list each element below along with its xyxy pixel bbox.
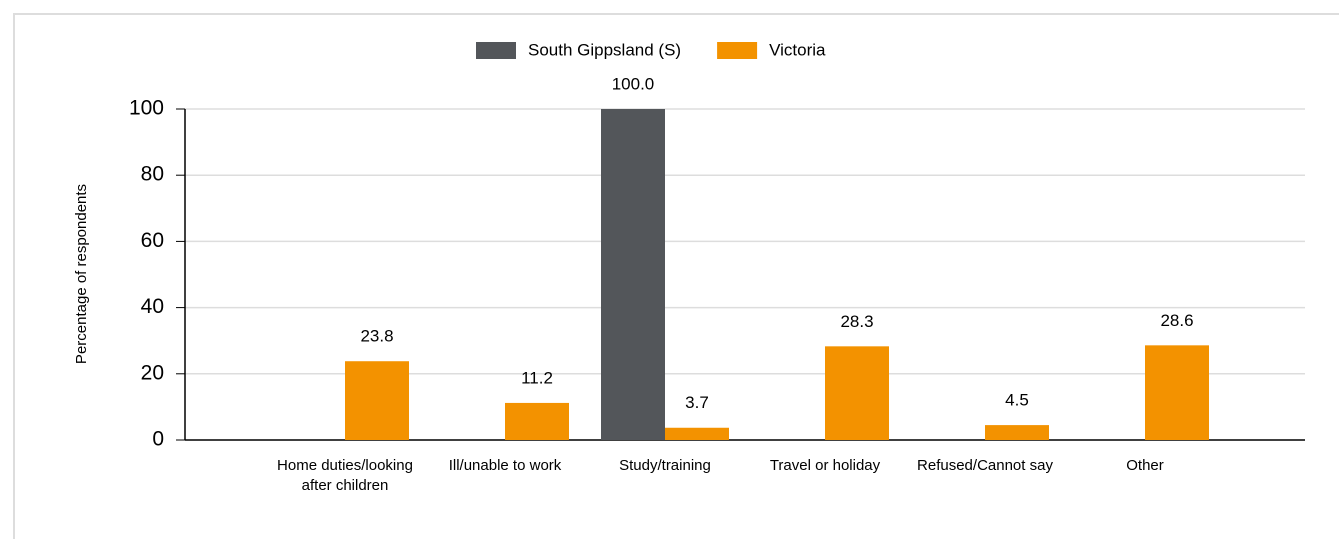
data-label: 100.0: [612, 74, 655, 93]
data-label: 28.6: [1160, 311, 1193, 330]
x-tick-label: Other: [1126, 457, 1164, 474]
x-tick-label: Ill/unable to work: [448, 457, 562, 474]
x-tick-label: Travel or holiday: [769, 457, 881, 474]
bar: [665, 427, 729, 440]
x-tick-label: Home duties/looking after children: [277, 457, 413, 494]
bar: [1145, 345, 1209, 440]
data-label: 4.5: [1005, 391, 1029, 410]
y-tick-label: 60: [141, 229, 164, 252]
x-tick-label: Refused/Cannot say: [917, 457, 1053, 474]
bar: [601, 109, 665, 440]
legend-swatch: [717, 42, 758, 59]
bar: [985, 425, 1049, 440]
data-label: 23.8: [360, 327, 393, 346]
legend-label: Victoria: [769, 40, 826, 59]
y-tick-label: 80: [141, 163, 164, 186]
bar: [505, 402, 569, 440]
x-tick-label: Study/training: [619, 457, 711, 474]
legend-swatch: [476, 42, 516, 59]
y-axis-label: Percentage of respondents: [73, 184, 90, 364]
y-tick-label: 40: [141, 295, 164, 318]
y-tick-label: 20: [141, 361, 164, 384]
data-label: 11.2: [521, 368, 553, 387]
legend-label: South Gippsland (S): [528, 40, 681, 59]
data-label: 3.7: [685, 393, 709, 412]
bar: [825, 346, 889, 440]
frame: [13, 13, 1339, 539]
y-tick-label: 0: [152, 428, 164, 451]
bar: [345, 361, 409, 440]
data-label: 28.3: [840, 312, 873, 331]
y-tick-label: 100: [129, 97, 164, 120]
